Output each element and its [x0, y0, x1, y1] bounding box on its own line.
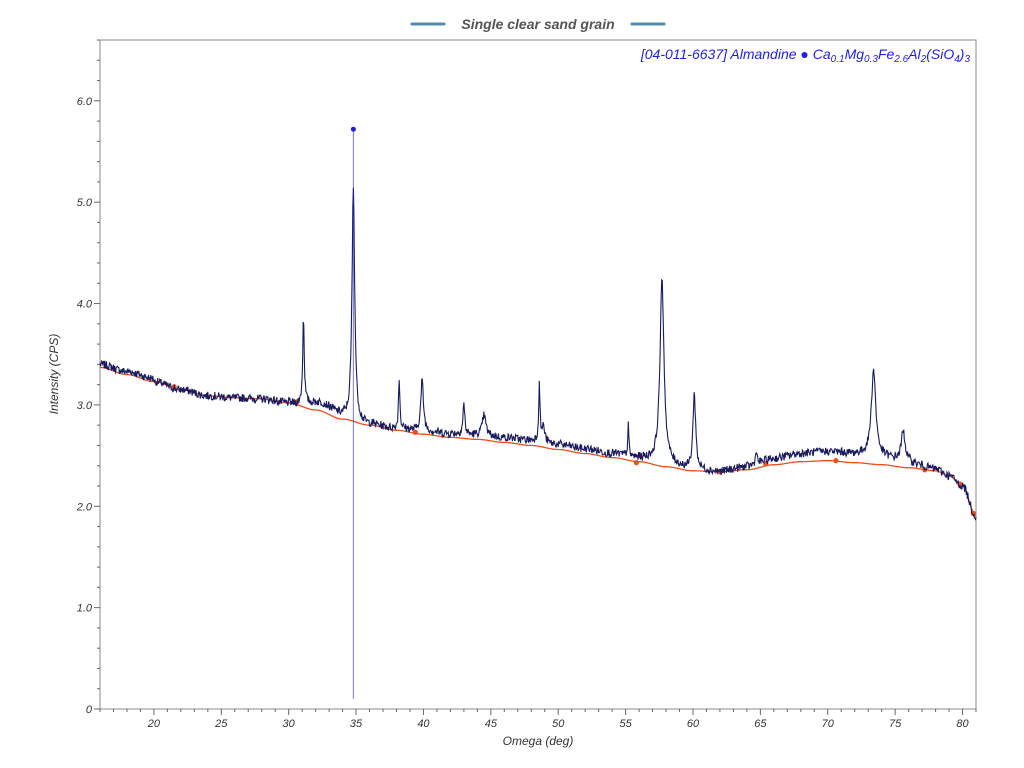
y-axis-title: Intensity (CPS)	[47, 334, 61, 415]
formula-part: Ca	[813, 46, 831, 62]
x-tick-label: 75	[889, 718, 902, 730]
formula-part: Al	[907, 46, 921, 62]
x-tick-label: 45	[485, 718, 498, 730]
formula-part: Fe	[878, 46, 895, 62]
formula-subscript: 4	[954, 54, 960, 65]
background-marker	[412, 429, 418, 435]
formula-subscript: 3	[964, 54, 970, 65]
x-tick-label: 55	[619, 718, 632, 730]
x-axis-title: Omega (deg)	[503, 734, 574, 748]
x-tick-label: 80	[956, 718, 969, 730]
background-line	[100, 366, 977, 518]
x-tick-label: 25	[214, 718, 228, 730]
y-tick-label: 3.0	[77, 400, 93, 412]
y-tick-label: 1.0	[77, 603, 93, 615]
pattern-line	[99, 187, 977, 521]
y-tick-label: 6.0	[77, 96, 93, 108]
background-marker	[633, 460, 639, 466]
axis-ticks: 20 25 30 35 40 45 50 55 60 65 70 75 80 0 1.0 2.0 3.0 4.0 5…	[76, 39, 977, 730]
phase-label-prefix: [04-011-6637] Almandine ●	[640, 46, 813, 62]
x-tick-label: 50	[552, 718, 565, 730]
background-marker	[833, 458, 839, 464]
chart-title-group: Single clear sand grain	[410, 16, 666, 32]
formula-part: (SiO	[926, 46, 954, 62]
x-tick-label: 35	[350, 718, 363, 730]
formula-part: )	[958, 46, 965, 62]
y-tick-label: 2.0	[76, 501, 93, 513]
formula-part: Mg	[845, 46, 865, 62]
formula-subscript: 2	[920, 54, 927, 65]
phase-markers	[350, 126, 356, 699]
formula-subscript: 0.1	[831, 54, 845, 65]
phase-label: [04-011-6637] Almandine ● Ca0.1Mg0.3Fe2.…	[640, 46, 971, 65]
x-tick-label: 20	[147, 718, 161, 730]
phase-stick-marker	[350, 126, 356, 132]
y-tick-label: 4.0	[77, 299, 93, 311]
x-tick-label: 40	[417, 718, 430, 730]
chart-title: Single clear sand grain	[461, 16, 614, 32]
diffraction-pattern	[99, 187, 977, 521]
x-tick-label: 60	[687, 718, 700, 730]
plot-frame	[99, 39, 977, 710]
x-tick-label: 65	[754, 718, 767, 730]
y-tick-label: 5.0	[77, 197, 93, 209]
formula-subscript: 2.6	[893, 54, 908, 65]
y-tick-label: 0	[86, 704, 93, 716]
x-tick-label: 70	[822, 718, 835, 730]
background-curve	[100, 366, 977, 518]
x-tick-label: 30	[283, 718, 296, 730]
formula-subscript: 0.3	[864, 54, 878, 65]
